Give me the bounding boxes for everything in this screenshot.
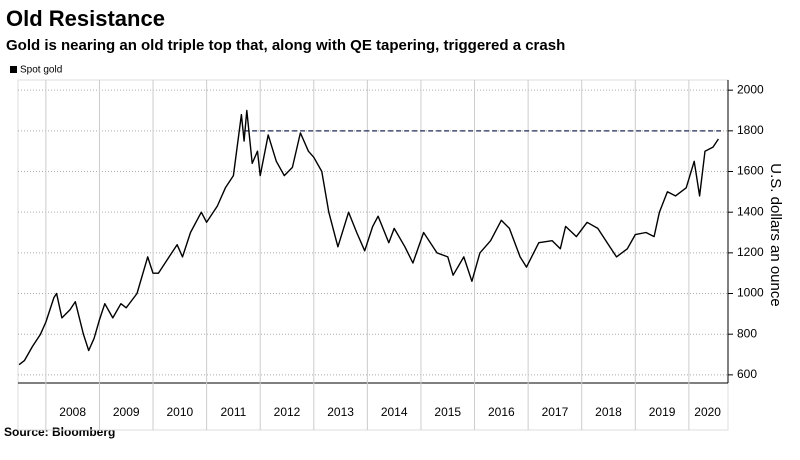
x-tick-label: 2010: [166, 405, 193, 419]
legend-label: Spot gold: [20, 65, 62, 76]
plot-frame: [17, 79, 729, 431]
y-axis-label: U.S. dollars an ounce: [767, 163, 784, 306]
x-tick-label: 2020: [694, 405, 721, 419]
x-tick-label: 2017: [542, 405, 569, 419]
source: Source: Bloomberg: [4, 425, 115, 439]
x-tick-label: 2011: [221, 405, 247, 419]
x-tick-label: 2008: [59, 405, 86, 419]
y-tick-label: 1400: [737, 204, 764, 218]
line: [18, 109, 719, 366]
y-tick-label: 1600: [737, 164, 764, 178]
x-tick-label: 2012: [274, 405, 301, 419]
chart-subtitle: Gold is nearing an old triple top that, …: [6, 37, 565, 54]
legend-swatch: [10, 66, 17, 73]
chart-title: Old Resistance: [6, 6, 165, 31]
x-tick-label: 2019: [649, 405, 676, 419]
x-tick-label: 2014: [381, 405, 408, 419]
y-tick-label: 1200: [737, 245, 764, 259]
x-tick-label: 2009: [113, 405, 140, 419]
y-tick-label: 1800: [737, 123, 764, 137]
y-tick-label: 600: [737, 367, 757, 381]
x-tick-label: 2016: [488, 405, 515, 419]
x-tick-label: 2013: [327, 405, 354, 419]
x-tick-label: 2015: [434, 405, 461, 419]
x-tick-label: 2018: [595, 405, 622, 419]
y-tick-label: 2000: [737, 82, 764, 96]
y-tick-label: 1000: [737, 286, 764, 300]
y-tick-label: 800: [737, 326, 757, 340]
